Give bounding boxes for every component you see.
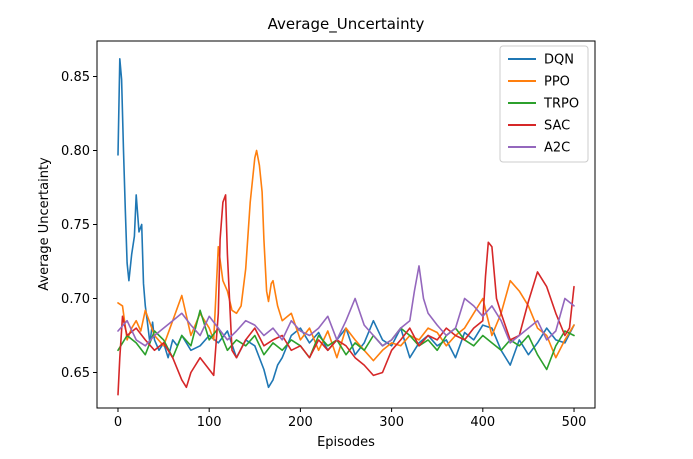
series-line-dqn [117, 57, 575, 389]
y-tick-label: 0.75 [61, 218, 90, 233]
legend-label-trpo: TRPO [543, 97, 579, 112]
legend-label-dqn: DQN [544, 53, 574, 68]
y-tick-label: 0.85 [61, 70, 90, 85]
plot-area-frame [96, 40, 596, 409]
legend-label-ppo: PPO [544, 75, 570, 90]
y-tick-label: 0.80 [61, 144, 90, 159]
series-layer [117, 57, 575, 396]
series-line-sac [117, 194, 575, 396]
x-tick-label: 300 [379, 415, 404, 430]
y-tick-label: 0.70 [61, 292, 90, 307]
y-axis-ticks: 0.65 0.70 0.75 0.80 0.85 [61, 70, 97, 381]
x-tick-label: 500 [562, 415, 587, 430]
series-line-a2c [117, 265, 575, 347]
legend-label-sac: SAC [544, 119, 570, 134]
y-tick-label: 0.65 [61, 366, 90, 381]
legend-label-a2c: A2C [544, 141, 570, 156]
legend-box [499, 45, 589, 163]
chart-title: Average_Uncertainty [268, 15, 425, 34]
x-tick-label: 0 [114, 415, 122, 430]
x-axis-ticks: 0 100 200 300 400 500 [114, 408, 587, 430]
x-tick-label: 100 [197, 415, 222, 430]
legend: DQN PPO TRPO SAC A2C [499, 45, 589, 163]
x-tick-label: 200 [288, 415, 313, 430]
y-axis-label: Average Uncertainty [37, 157, 52, 291]
series-line-trpo [117, 309, 575, 371]
series-line-ppo [117, 149, 575, 362]
x-tick-label: 400 [470, 415, 495, 430]
x-axis-label: Episodes [317, 435, 375, 450]
